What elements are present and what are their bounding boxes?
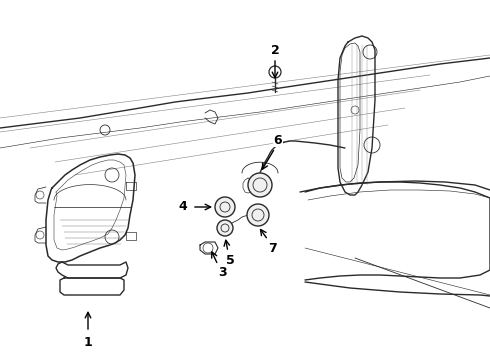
Circle shape [217, 220, 233, 236]
Text: 7: 7 [268, 242, 276, 255]
Text: 5: 5 [225, 253, 234, 266]
Text: 3: 3 [218, 266, 226, 279]
Text: 2: 2 [270, 44, 279, 57]
Text: 1: 1 [84, 336, 93, 348]
Circle shape [215, 197, 235, 217]
Circle shape [247, 204, 269, 226]
Circle shape [248, 173, 272, 197]
Text: 4: 4 [179, 201, 187, 213]
Text: 6: 6 [274, 134, 282, 147]
